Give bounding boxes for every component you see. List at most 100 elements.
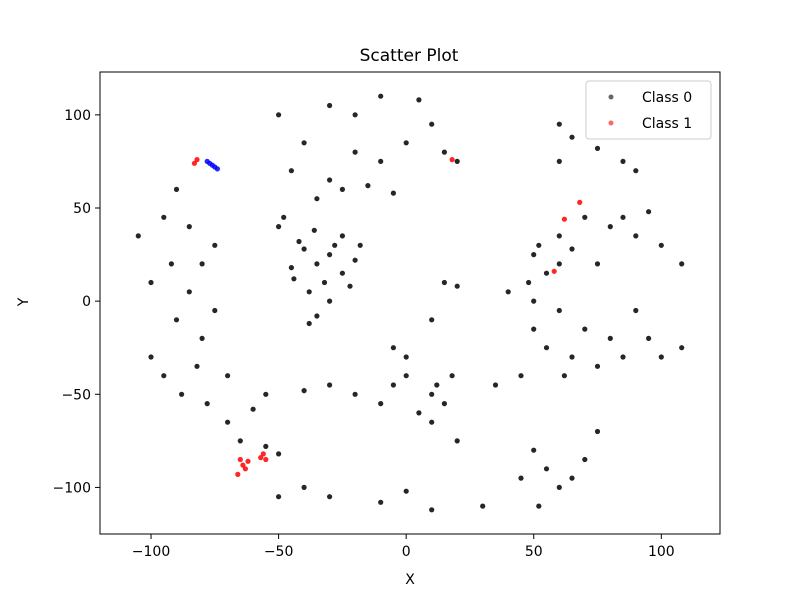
data-point-series-0-47 (186, 224, 192, 230)
data-point-series-2-4 (214, 166, 220, 172)
data-point-series-0-69 (301, 140, 307, 146)
data-point-series-0-92 (607, 335, 613, 341)
y-tick-label: −100 (53, 480, 91, 496)
data-point-series-0-39 (173, 317, 180, 323)
data-point-series-0-114 (518, 475, 524, 481)
data-point-series-0-121 (378, 499, 384, 505)
data-point-series-0-63 (378, 158, 384, 164)
data-point-series-0-97 (492, 382, 499, 388)
data-point-series-0-123 (429, 507, 435, 513)
data-point-series-0-103 (531, 326, 537, 332)
data-point-series-0-11 (276, 224, 282, 230)
data-point-series-0-93 (543, 345, 550, 351)
data-point-series-1-8 (260, 451, 266, 457)
data-point-series-0-113 (543, 466, 550, 472)
data-point-series-0-78 (569, 246, 575, 252)
data-point-series-0-36 (390, 345, 396, 351)
data-point-series-1-10 (449, 157, 455, 163)
data-point-series-0-122 (403, 488, 409, 494)
data-point-series-0-66 (339, 186, 345, 192)
data-point-series-0-45 (161, 214, 167, 220)
data-point-series-0-3 (332, 242, 338, 248)
data-point-series-0-6 (321, 279, 328, 286)
data-point-series-1-7 (258, 455, 264, 461)
data-point-series-0-90 (556, 307, 562, 314)
data-point-series-0-102 (620, 354, 626, 360)
data-point-series-0-74 (531, 252, 537, 258)
data-point-series-0-58 (352, 112, 358, 118)
data-point-series-0-48 (199, 261, 205, 267)
data-point-series-1-13 (551, 268, 557, 274)
data-point-series-0-124 (301, 484, 307, 490)
data-point-series-0-108 (594, 145, 601, 151)
data-point-series-0-27 (250, 406, 256, 412)
data-point-series-0-87 (536, 242, 542, 248)
x-tick-label: 50 (525, 544, 543, 560)
data-point-series-0-53 (212, 307, 218, 314)
data-point-series-0-18 (390, 382, 396, 388)
data-point-series-0-112 (531, 447, 537, 453)
data-point-series-0-127 (480, 503, 486, 509)
data-point-series-0-23 (429, 391, 435, 397)
data-point-series-0-59 (378, 93, 384, 99)
data-point-series-0-7 (288, 265, 294, 271)
data-point-series-0-44 (135, 233, 141, 239)
data-point-series-0-95 (594, 363, 601, 369)
y-tick-label: 0 (82, 294, 91, 310)
data-point-series-0-52 (225, 373, 231, 379)
data-point-series-0-43 (148, 354, 154, 360)
data-point-series-0-104 (561, 373, 568, 379)
data-point-series-0-35 (403, 354, 409, 360)
data-point-series-0-9 (339, 233, 345, 239)
data-point-series-0-32 (416, 410, 422, 416)
data-point-series-0-26 (263, 391, 269, 397)
data-point-series-0-110 (620, 158, 626, 164)
data-point-series-0-94 (569, 354, 575, 360)
x-tick-label: 100 (648, 544, 675, 560)
data-point-series-0-57 (327, 102, 333, 109)
data-point-series-1-5 (235, 471, 241, 477)
data-point-series-0-98 (633, 307, 639, 314)
data-point-series-1-2 (237, 456, 243, 463)
data-point-series-0-30 (263, 443, 269, 449)
chart-title: Scatter Plot (360, 46, 459, 66)
data-point-series-0-83 (594, 261, 601, 267)
data-point-series-0-120 (327, 494, 333, 500)
data-point-series-0-2 (339, 270, 345, 276)
data-point-series-0-17 (291, 276, 297, 282)
data-point-series-0-91 (582, 326, 588, 332)
data-point-series-0-109 (633, 168, 639, 174)
data-point-series-0-0 (327, 252, 333, 258)
data-point-series-0-19 (352, 391, 358, 397)
data-point-series-0-128 (429, 317, 435, 323)
y-tick-label: 50 (73, 201, 91, 217)
data-point-series-0-107 (569, 134, 575, 140)
data-point-series-1-3 (240, 462, 246, 468)
data-point-series-1-11 (577, 199, 583, 205)
data-point-series-0-115 (556, 484, 562, 490)
data-point-series-0-61 (429, 121, 435, 127)
data-point-series-0-38 (186, 289, 192, 295)
data-point-series-0-5 (352, 257, 358, 263)
data-point-series-1-0 (194, 157, 200, 163)
data-point-series-0-60 (416, 97, 422, 103)
data-point-series-0-4 (301, 246, 307, 252)
data-point-series-0-125 (276, 494, 282, 500)
data-point-series-0-126 (454, 438, 460, 444)
data-point-series-0-15 (327, 298, 333, 304)
data-point-series-0-62 (403, 140, 409, 146)
data-point-series-0-42 (179, 391, 185, 397)
legend-label-class-0: Class 0 (642, 90, 692, 106)
data-point-series-0-101 (679, 345, 685, 351)
data-point-series-0-130 (441, 279, 447, 286)
data-point-series-0-1 (314, 261, 320, 267)
data-point-series-1-6 (245, 458, 251, 464)
data-point-series-0-41 (161, 373, 167, 379)
x-tick-label: −50 (264, 544, 294, 560)
data-point-series-1-9 (263, 456, 269, 463)
data-point-series-0-116 (582, 456, 588, 463)
data-point-series-0-40 (199, 335, 205, 341)
data-point-series-0-51 (194, 363, 200, 369)
data-point-series-0-75 (556, 233, 562, 239)
